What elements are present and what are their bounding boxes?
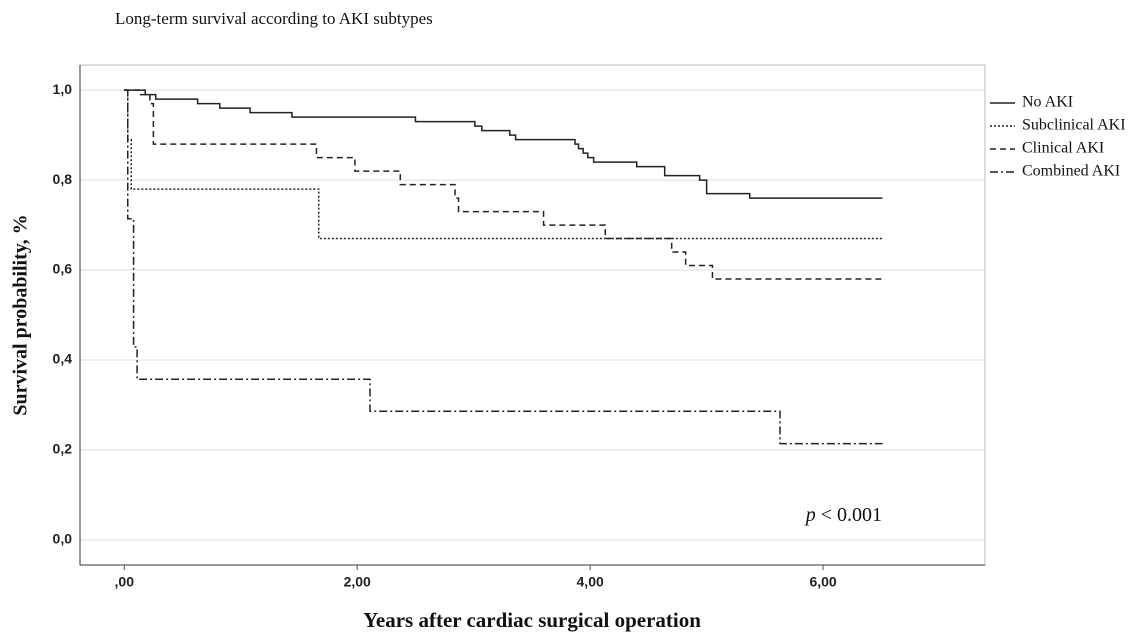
survival-line <box>124 89 883 445</box>
y-tick-label: 0,6 <box>53 261 73 277</box>
annotation-italic: p <box>804 504 816 526</box>
y-tick-label: 0,4 <box>53 351 73 367</box>
y-tick-label: 1,0 <box>53 81 73 97</box>
legend-label: No AKI <box>1022 94 1073 111</box>
annotation: p < 0.001 <box>804 504 882 526</box>
y-tick-label: 0,8 <box>53 171 73 187</box>
legend-label: Subclinical AKI <box>1022 117 1126 134</box>
x-tick-label: ,00 <box>115 574 135 590</box>
y-tick-label: 0,0 <box>53 531 73 547</box>
survival-line <box>124 89 883 280</box>
annotation-text: < 0.001 <box>821 504 882 526</box>
legend-label: Clinical AKI <box>1022 140 1104 157</box>
survival-line <box>124 89 883 199</box>
legend-label: Combined AKI <box>1022 163 1120 180</box>
x-tick-label: 2,00 <box>344 574 371 590</box>
y-axis-label: Survival probability, % <box>10 214 32 415</box>
x-axis-label: Years after cardiac surgical operation <box>363 608 701 632</box>
survival-line <box>124 89 883 240</box>
chart-title: Long-term survival according to AKI subt… <box>115 9 433 28</box>
x-tick-label: 4,00 <box>577 574 604 590</box>
x-tick-label: 6,00 <box>809 574 836 590</box>
y-tick-label: 0,2 <box>53 441 73 457</box>
